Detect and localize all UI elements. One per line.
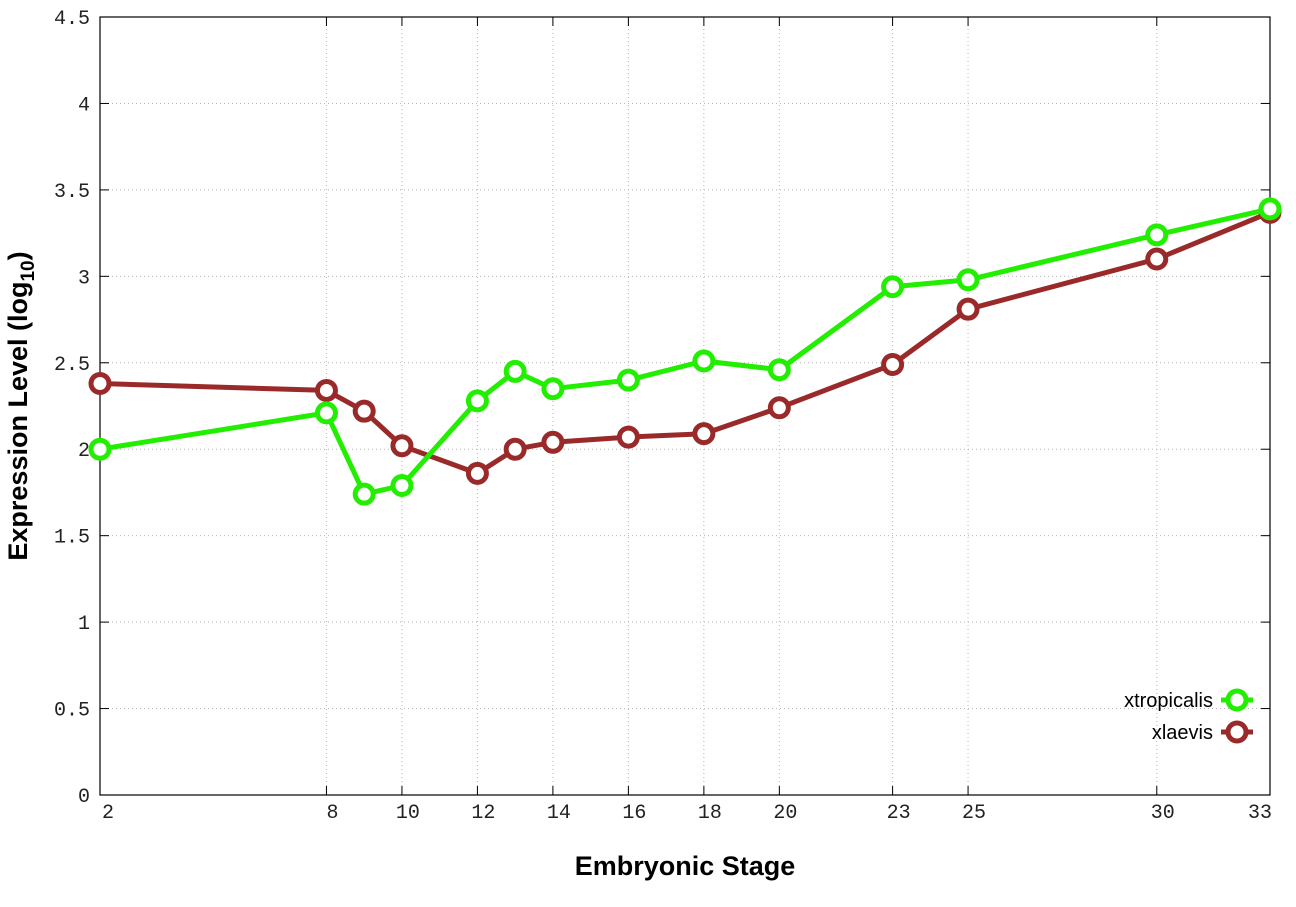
data-point-xlaevis — [767, 396, 791, 420]
legend-swatch-marker — [1225, 688, 1249, 712]
x-axis-title: Embryonic Stage — [575, 851, 796, 881]
data-point-xtropicalis — [881, 275, 905, 299]
x-tick-label: 18 — [698, 802, 722, 825]
data-point-xlaevis — [88, 372, 112, 396]
x-tick-label: 10 — [396, 802, 420, 825]
legend: xtropicalis xlaevis — [1124, 688, 1253, 744]
y-tick-label: 2.5 — [54, 354, 90, 377]
x-tick-label: 12 — [471, 802, 495, 825]
grid-lines — [100, 17, 1270, 795]
data-point-xtropicalis — [465, 389, 489, 413]
y-tick-label: 2 — [78, 440, 90, 463]
series-xlaevis — [88, 200, 1282, 485]
legend-item-xlaevis: xlaevis — [1152, 720, 1253, 744]
legend-item-xtropicalis: xtropicalis — [1124, 688, 1253, 712]
data-point-xtropicalis — [314, 401, 338, 425]
series-xtropicalis — [88, 197, 1282, 506]
y-axis-title-subscript: 10 — [18, 260, 39, 281]
y-tick-label: 4.5 — [54, 8, 90, 31]
data-point-xlaevis — [616, 425, 640, 449]
data-point-xlaevis — [1145, 247, 1169, 271]
x-tick-label: 2 — [102, 802, 114, 825]
legend-label: xlaevis — [1152, 722, 1213, 744]
y-axis-title-main: Expression Level (log — [3, 282, 33, 561]
y-tick-label: 1.5 — [54, 527, 90, 550]
y-tick-label: 3 — [78, 267, 90, 290]
x-tick-label: 23 — [887, 802, 911, 825]
x-tick-label: 20 — [773, 802, 797, 825]
y-tick-label: 4 — [78, 94, 90, 117]
data-point-xtropicalis — [616, 368, 640, 392]
y-tick-label: 1 — [78, 613, 90, 636]
y-axis-title-close: ) — [3, 251, 33, 260]
data-point-xtropicalis — [390, 474, 414, 498]
data-point-xlaevis — [503, 437, 527, 461]
data-point-xtropicalis — [692, 349, 716, 373]
legend-swatch-marker — [1225, 720, 1249, 744]
series-line-xtropicalis — [99, 206, 1271, 497]
data-point-xlaevis — [881, 353, 905, 377]
data-point-xlaevis — [956, 297, 980, 321]
data-point-xtropicalis — [503, 359, 527, 383]
y-axis-title: Expression Level (log10) — [3, 251, 39, 560]
data-point-xlaevis — [314, 378, 338, 402]
data-point-xtropicalis — [1258, 197, 1282, 221]
x-tick-label: 16 — [622, 802, 646, 825]
plot-frame — [99, 16, 1271, 796]
axis-ticks: 0 0.5 1 1.5 2 2.5 3 3.5 4 4.5 2 8 10 12 14 16 18 20 23 25 30… — [54, 8, 1272, 825]
x-tick-label: 33 — [1248, 802, 1272, 825]
data-point-xlaevis — [352, 399, 376, 423]
data-point-xlaevis — [541, 430, 565, 454]
data-point-xtropicalis — [88, 437, 112, 461]
y-tick-label: 3.5 — [54, 181, 90, 204]
data-point-xtropicalis — [541, 377, 565, 401]
y-tick-label: 0 — [78, 786, 90, 809]
data-point-xtropicalis — [352, 482, 376, 506]
x-tick-label: 8 — [326, 802, 338, 825]
data-point-xlaevis — [465, 461, 489, 485]
data-point-xtropicalis — [1145, 223, 1169, 247]
x-tick-label: 25 — [962, 802, 986, 825]
x-tick-label: 30 — [1151, 802, 1175, 825]
y-tick-label: 0.5 — [54, 700, 90, 723]
legend-label: xtropicalis — [1124, 690, 1213, 712]
series-lines — [88, 197, 1282, 506]
x-tick-label: 14 — [547, 802, 571, 825]
data-point-xlaevis — [692, 422, 716, 446]
data-point-xtropicalis — [956, 268, 980, 292]
data-point-xtropicalis — [767, 358, 791, 382]
data-point-xlaevis — [390, 434, 414, 458]
